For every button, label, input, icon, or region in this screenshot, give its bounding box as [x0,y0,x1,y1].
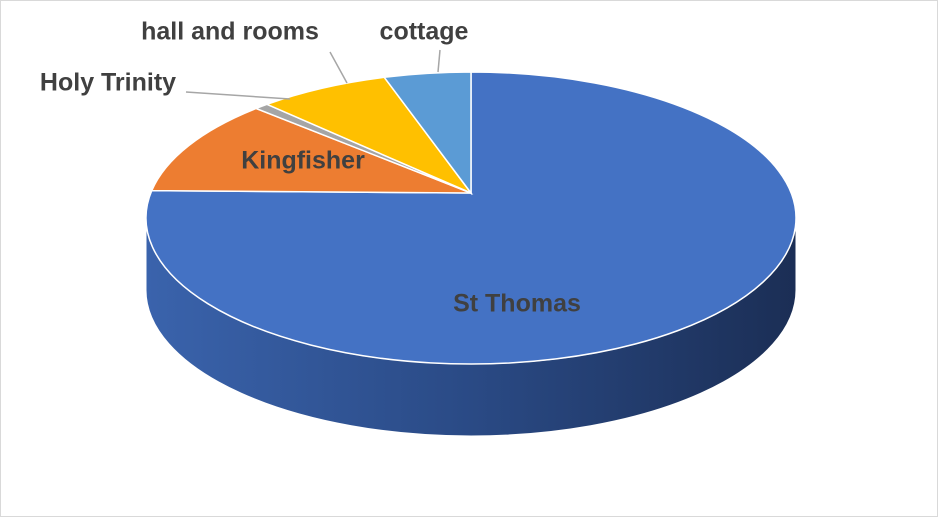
slice [150,107,472,194]
slice [145,71,797,365]
leader-line [329,51,348,84]
data-label: Kingfisher [241,147,365,175]
data-label: hall and rooms [141,18,319,46]
data-label: cottage [380,18,469,46]
slice [264,76,474,195]
leader-line [185,91,291,100]
leader-line [437,49,441,73]
data-label: Holy Trinity [40,69,176,97]
slice [382,71,472,196]
data-label: St Thomas [453,290,581,318]
